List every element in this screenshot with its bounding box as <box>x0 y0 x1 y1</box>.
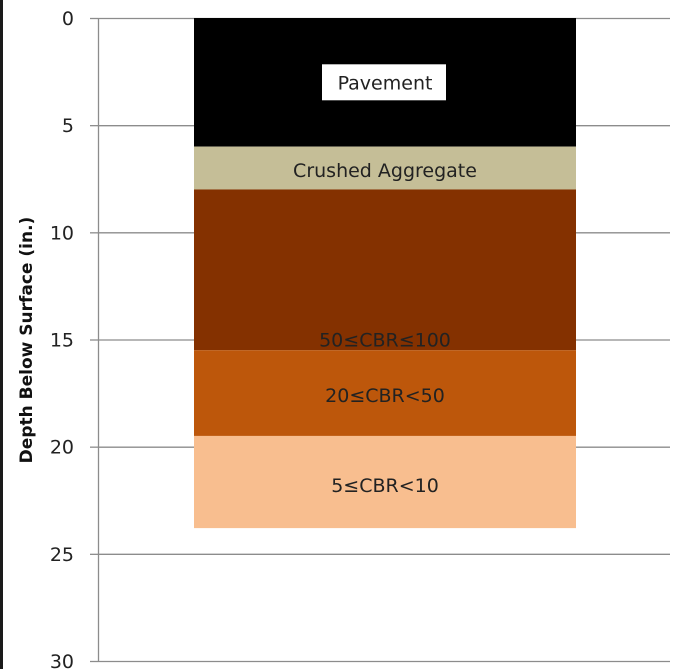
y-tick-label: 5 <box>62 115 74 137</box>
layer-label: Pavement <box>338 72 433 94</box>
y-axis-title: Depth Below Surface (in.) <box>17 217 37 464</box>
layer-bars <box>194 18 576 529</box>
y-tick-label: 0 <box>62 8 74 30</box>
y-tick-label: 10 <box>50 222 74 244</box>
layer-label-box <box>322 64 446 101</box>
y-tick-label: 30 <box>50 651 74 669</box>
layer-label: 20≤CBR<50 <box>325 385 445 407</box>
y-tick-label: 15 <box>50 330 74 352</box>
layer-crushed-aggregate <box>194 146 576 190</box>
y-tick-label: 25 <box>50 544 74 566</box>
layer-labels: Pavement Crushed Aggregate 50≤CBR≤100 20≤CB… <box>293 64 477 497</box>
layer-label: Crushed Aggregate <box>293 160 477 182</box>
layer-20-cbr-50 <box>194 350 576 436</box>
y-tick-labels: 0 5 10 15 20 25 30 <box>50 8 74 669</box>
layer-5-cbr-10 <box>194 435 576 529</box>
layer-50-cbr-100 <box>194 189 576 351</box>
y-axis <box>90 17 100 663</box>
layer-label: 50≤CBR≤100 <box>319 330 451 352</box>
y-tick-label: 20 <box>50 437 74 459</box>
layer-label: 5≤CBR<10 <box>331 475 439 497</box>
